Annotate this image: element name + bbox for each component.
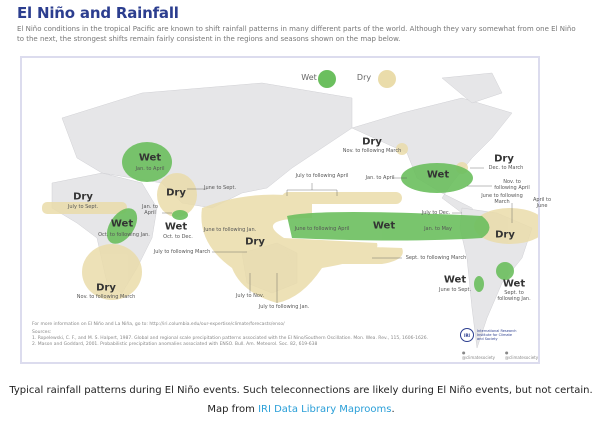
- region-type: Dry: [96, 282, 116, 294]
- region-period: July to following March: [153, 249, 211, 255]
- region-type: Dry: [494, 153, 514, 165]
- region-period: July to Sept.: [67, 204, 99, 210]
- legend-dry-swatch: [378, 70, 396, 88]
- region-period: Nov. to following April: [494, 179, 530, 191]
- iri-logo: IRI International Research Institute for…: [460, 328, 517, 342]
- figure-caption: Typical rainfall patterns during El Niño…: [0, 381, 602, 419]
- greenland: [441, 72, 503, 104]
- region-type: Wet: [426, 169, 450, 181]
- caption-line-2: Map from IRI Data Library Maprooms.: [0, 400, 602, 419]
- iri-logo-text: International Research Institute for Cli…: [477, 329, 517, 341]
- page-title: El Niño and Rainfall: [17, 4, 179, 22]
- region-period: April to June: [532, 197, 552, 209]
- facebook-link[interactable]: ● @climatesociety: [462, 350, 496, 360]
- region-type: Wet: [110, 218, 134, 230]
- region-period: Oct. to Dec.: [163, 234, 193, 240]
- region-period: June to following Jan.: [203, 227, 257, 233]
- wet-southern-us: [401, 163, 473, 193]
- dry-india: [157, 173, 197, 217]
- world-map: [42, 72, 538, 349]
- region-period: July to following April: [295, 173, 349, 179]
- region-period: Sept. to following Jan.: [497, 290, 531, 302]
- legend-dry-label: Dry: [356, 73, 372, 82]
- dry-south-pacific: [284, 244, 403, 264]
- region-period: Nov. to following March: [76, 294, 136, 300]
- region-type: Wet: [372, 220, 396, 232]
- region-type: Wet: [502, 278, 526, 290]
- iri-logo-mark: IRI: [460, 328, 474, 342]
- wet-south-india: [172, 210, 188, 220]
- region-type: Wet: [164, 221, 188, 233]
- region-type: Dry: [245, 236, 265, 248]
- region-type: Dry: [495, 229, 515, 241]
- region-period: June to Sept.: [438, 287, 472, 293]
- dry-northern-south-america: [474, 208, 538, 244]
- region-type: Dry: [166, 187, 186, 199]
- legend-wet-label: Wet: [301, 73, 317, 82]
- caption-suffix: .: [391, 404, 395, 415]
- region-type: Wet: [138, 152, 162, 164]
- source-2: 2. Mason and Goddard, 2001. Probabilisti…: [32, 342, 318, 347]
- region-period: July to Nov.: [235, 293, 265, 299]
- wet-chile: [474, 276, 484, 292]
- map-frame: Wet Dry Wet Jan. to April Dry June to Se…: [20, 56, 551, 364]
- region-period: Jan. to May: [424, 226, 452, 232]
- wet-east-africa: [106, 208, 138, 244]
- region-period: Jan. to April: [142, 204, 158, 216]
- legend-wet-swatch: [318, 70, 336, 88]
- dry-sahel: [42, 202, 127, 214]
- wet-southeast-south-america: [496, 262, 514, 280]
- region-period: Sept. to following March: [405, 255, 467, 261]
- region-period: July to following Jan.: [258, 304, 310, 310]
- map-footer: For more information on El Niño and La N…: [32, 322, 428, 348]
- region-type: Dry: [73, 191, 93, 203]
- iri-maprooms-link[interactable]: IRI Data Library Maprooms: [258, 404, 392, 415]
- region-period: Jan. to April: [365, 175, 395, 181]
- region-period: Oct. to following Jan.: [98, 232, 150, 238]
- region-period: Jan. to April: [135, 166, 165, 172]
- sources-heading: Sources:: [32, 330, 52, 335]
- region-period: June to Sept.: [203, 185, 237, 191]
- region-period: Nov. to following March: [342, 148, 402, 154]
- source-1: 1. Ropelewski, C. F., and M. S. Halpert,…: [32, 336, 429, 341]
- caption-line-1: Typical rainfall patterns during El Niño…: [9, 385, 593, 396]
- region-type: Dry: [362, 136, 382, 148]
- region-period: Dec. to March: [488, 165, 524, 171]
- region-period: June to following March: [481, 193, 523, 205]
- dry-regions: [42, 143, 538, 303]
- wet-central-pacific: [287, 212, 490, 241]
- caption-prefix: Map from: [207, 404, 259, 415]
- region-period: June to following April: [294, 226, 350, 232]
- dry-northwest-america: [396, 143, 408, 155]
- wet-regions: [106, 142, 514, 292]
- facebook-handle: @climatesociety: [462, 355, 496, 360]
- intro-text: El Niño conditions in the tropical Pacif…: [17, 25, 576, 43]
- wet-southwest-asia: [122, 142, 172, 182]
- social-links: ● @climatesociety ● @climatesociety: [462, 350, 538, 360]
- twitter-link[interactable]: ● @climatesociety: [505, 350, 539, 360]
- twitter-handle: @climatesociety: [505, 355, 539, 360]
- dry-north-pacific: [282, 192, 402, 204]
- dry-southern-africa: [82, 244, 142, 300]
- region-period: July to Dec.: [421, 210, 451, 216]
- region-type: Wet: [443, 274, 467, 286]
- leader-lines: [162, 167, 513, 303]
- more-info-link[interactable]: For more information on El Niño and La N…: [32, 322, 285, 327]
